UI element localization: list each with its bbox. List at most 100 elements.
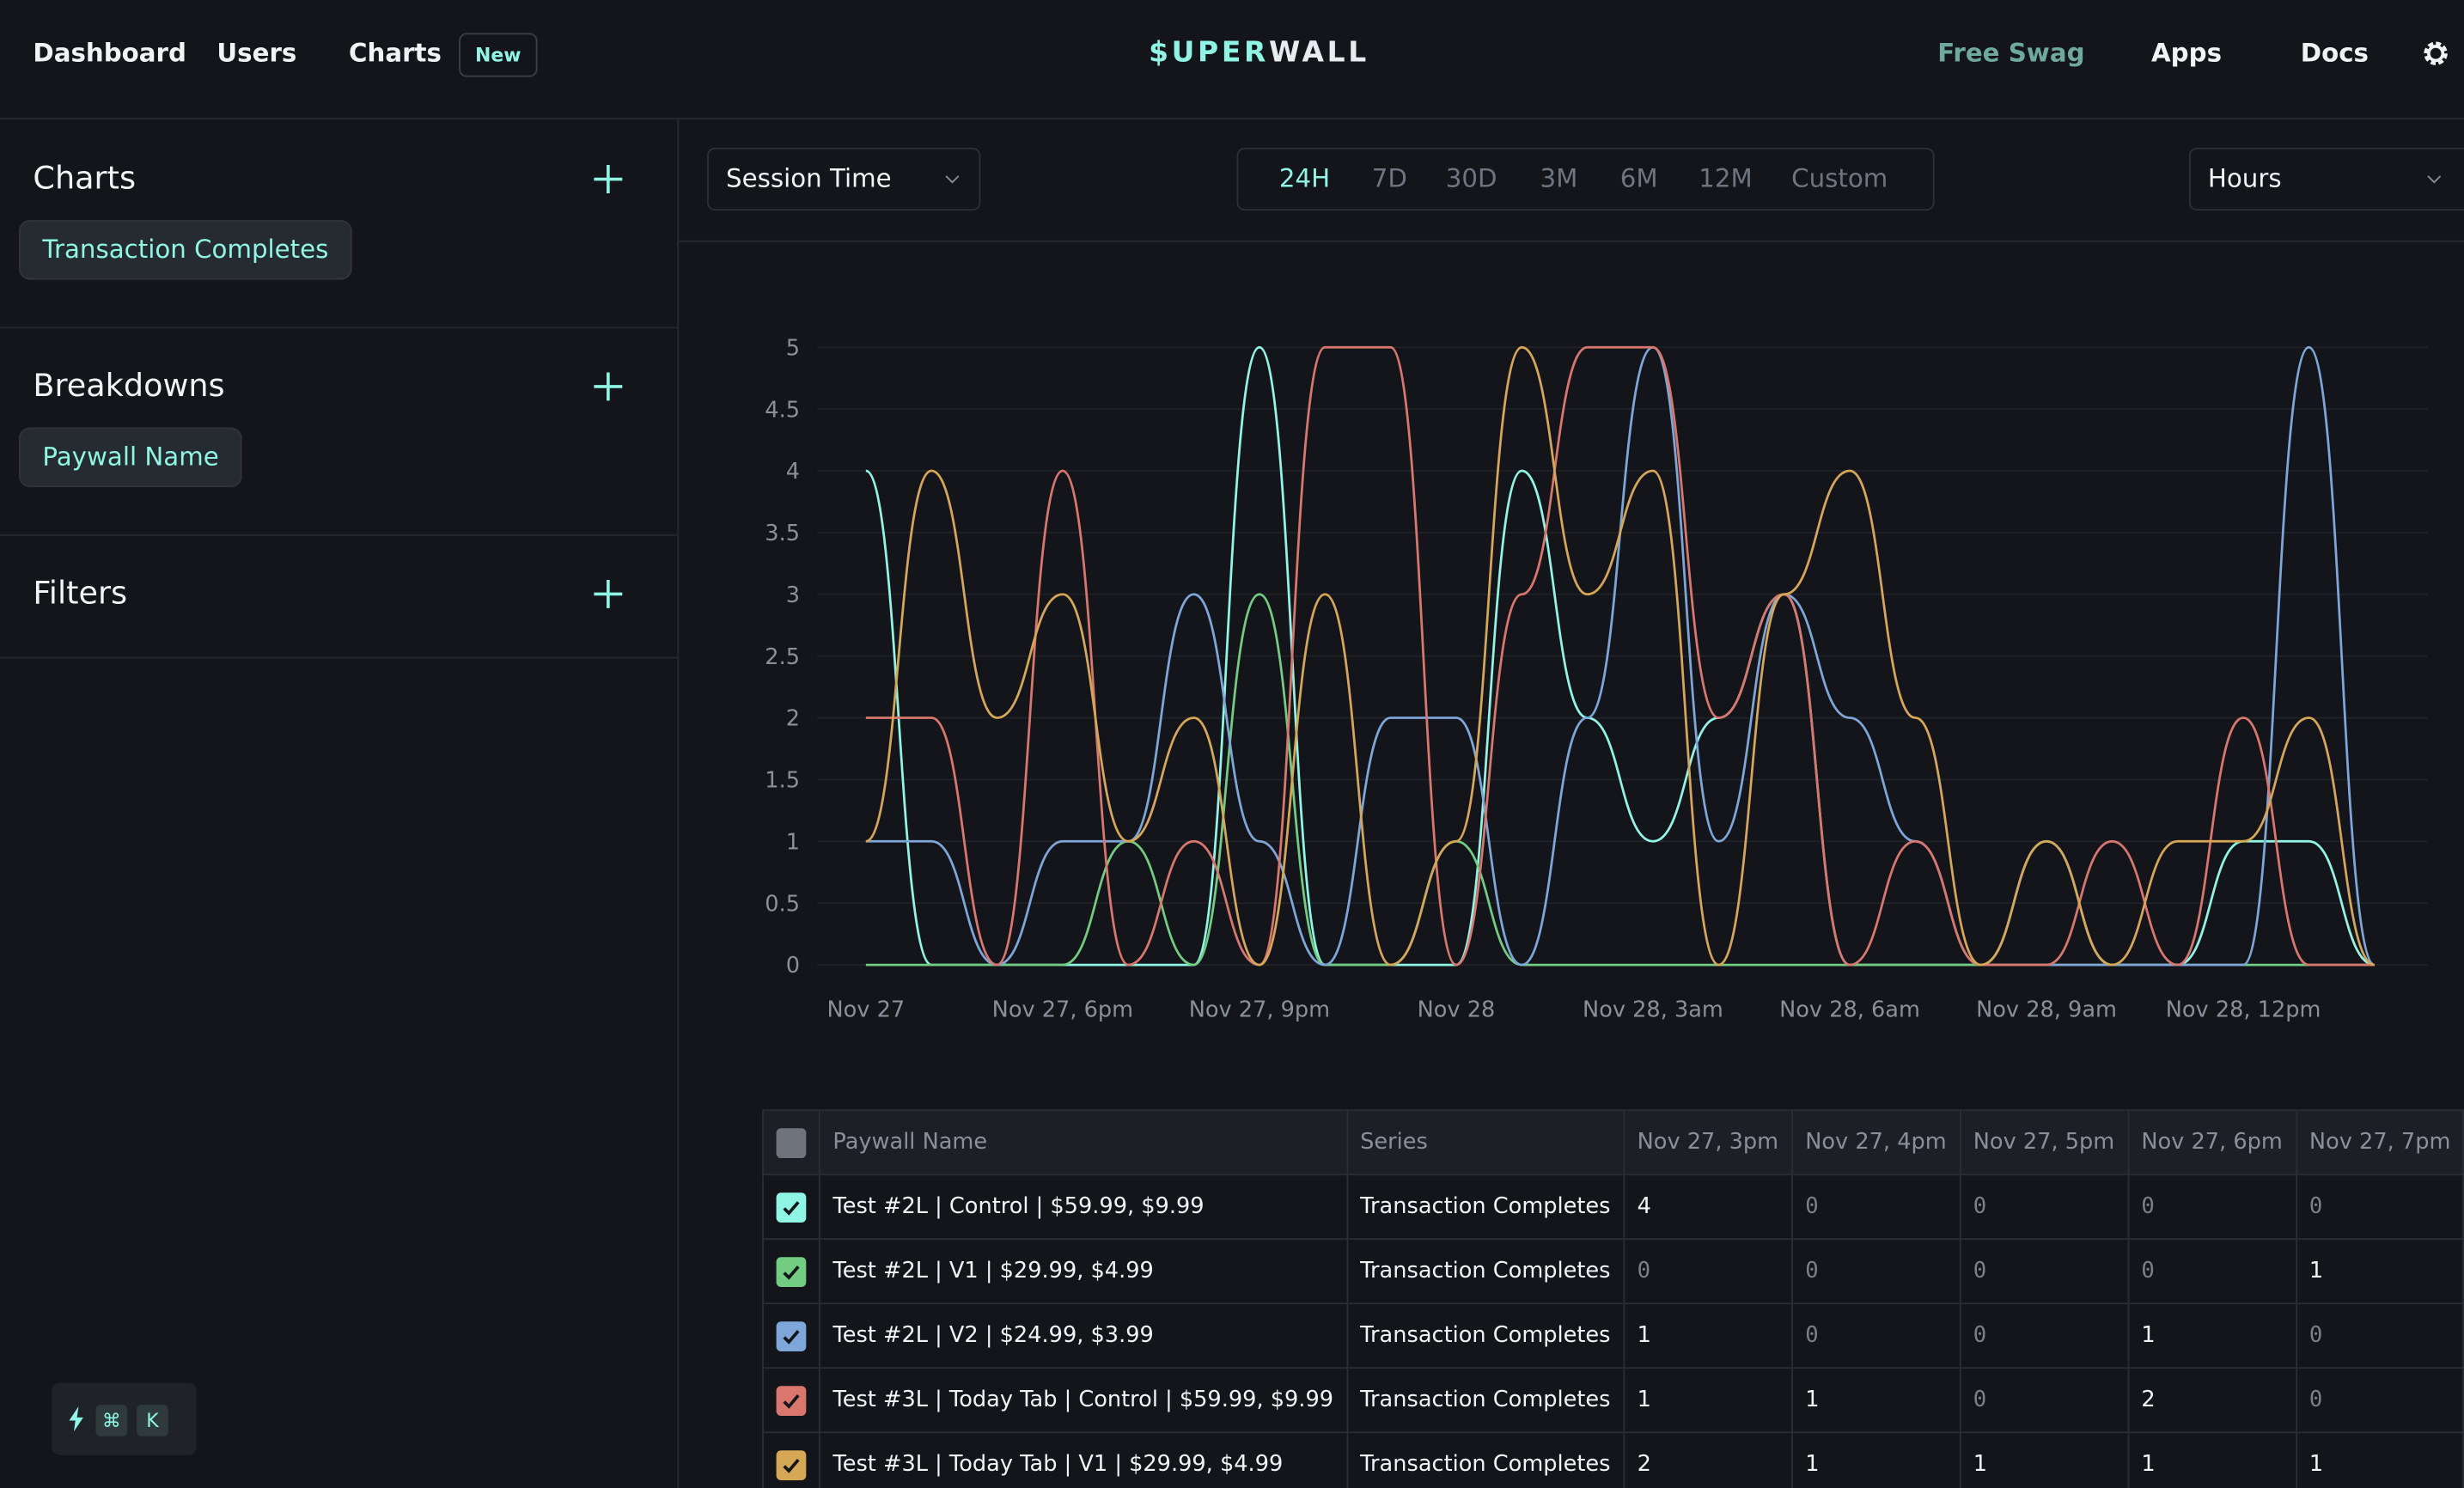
range-option[interactable]: 7D: [1372, 163, 1407, 193]
value-cell: 0: [2128, 1174, 2296, 1239]
text-cell: Test #2L | Control | $59.99, $9.99: [820, 1174, 1347, 1239]
text-cell: Transaction Completes: [1347, 1432, 1624, 1488]
chip[interactable]: Transaction Completes: [19, 220, 352, 280]
nav-link[interactable]: Users: [217, 38, 296, 68]
table-row: Test #2L | V1 | $29.99, $4.99Transaction…: [763, 1239, 2464, 1303]
row-select[interactable]: [763, 1239, 820, 1303]
value-cell: 4: [1624, 1174, 1792, 1239]
column-header: Nov 27, 4pm: [1792, 1110, 1961, 1174]
dropdown-value: Session Time: [726, 163, 892, 193]
value-cell: 1: [1960, 1432, 2128, 1488]
value-cell: 0: [1960, 1303, 2128, 1368]
nav-link[interactable]: Free Swag: [1937, 38, 2084, 68]
row-select[interactable]: [763, 1174, 820, 1239]
range-option[interactable]: 3M: [1540, 163, 1578, 193]
divider: [0, 118, 2464, 119]
shortcut-hint[interactable]: ⌘K: [52, 1383, 196, 1455]
x-tick-label: Nov 28, 9am: [1976, 997, 2117, 1022]
x-tick-label: Nov 27, 6pm: [992, 997, 1133, 1022]
checkbox: [777, 1320, 807, 1351]
value-cell: 0: [2296, 1174, 2464, 1239]
y-tick-label: 0.5: [765, 891, 800, 917]
y-tick-label: 1: [786, 829, 800, 855]
value-cell: 0: [1960, 1174, 2128, 1239]
x-tick-label: Nov 28, 6am: [1779, 997, 1920, 1022]
value-cell: 1: [1792, 1432, 1961, 1488]
key: ⌘: [96, 1405, 128, 1436]
add-icons[interactable]: [593, 163, 625, 635]
value-cell: 0: [1792, 1239, 1961, 1303]
table-row: Test #2L | V2 | $24.99, $3.99Transaction…: [763, 1303, 2464, 1368]
checkbox: [777, 1385, 807, 1415]
table-row: Test #2L | Control | $59.99, $9.99Transa…: [763, 1174, 2464, 1239]
value-cell: 0: [1792, 1174, 1961, 1239]
y-tick-label: 4: [786, 459, 800, 485]
value-cell: 2: [1624, 1432, 1792, 1488]
y-tick-label: 2.5: [765, 644, 800, 670]
chevron: [2426, 174, 2442, 184]
y-tick-label: 0: [786, 953, 800, 979]
y-tick-label: 3.5: [765, 521, 800, 546]
chip[interactable]: Paywall Name: [19, 428, 242, 488]
text-cell: Transaction Completes: [1347, 1174, 1624, 1239]
logo-suffix: WALL: [1269, 36, 1369, 69]
value-cell: 1: [2296, 1432, 2464, 1488]
nav-link[interactable]: Charts: [349, 38, 442, 68]
value-cell: 0: [2128, 1239, 2296, 1303]
x-tick-label: Nov 28, 3am: [1583, 997, 1723, 1022]
nav-link[interactable]: Dashboard: [33, 38, 186, 68]
logo[interactable]: $UPERWALL: [1149, 36, 1369, 69]
nav-link[interactable]: Apps: [2151, 38, 2222, 68]
column-header: Nov 27, 7pm: [2296, 1110, 2464, 1174]
value-cell: 1: [1624, 1368, 1792, 1432]
checkbox: [777, 1127, 807, 1157]
x-tick-label: Nov 28: [1418, 997, 1496, 1022]
column-header: Nov 27, 5pm: [1960, 1110, 2128, 1174]
divider: [0, 534, 677, 536]
value-cell: 0: [2296, 1303, 2464, 1368]
settings-icon[interactable]: [2422, 40, 2450, 68]
chevron: [944, 174, 960, 184]
header-row: Paywall NameSeriesNov 27, 3pmNov 27, 4pm…: [763, 1110, 2464, 1174]
section-title: Charts: [33, 159, 136, 197]
value-cell: 1: [1624, 1303, 1792, 1368]
row-select[interactable]: [763, 1368, 820, 1432]
value-cell: 2: [2128, 1368, 2296, 1432]
checkbox: [777, 1192, 807, 1222]
text-cell: Test #2L | V2 | $24.99, $3.99: [820, 1303, 1347, 1368]
y-tick-label: 3: [786, 582, 800, 608]
value-cell: 1: [2128, 1432, 2296, 1488]
value-cell: 1: [2296, 1239, 2464, 1303]
x-tick-label: Nov 27: [827, 997, 906, 1022]
column-header: Paywall Name: [820, 1110, 1347, 1174]
text-cell: Transaction Completes: [1347, 1239, 1624, 1303]
value-cell: 1: [1792, 1368, 1961, 1432]
value-cell: 0: [2296, 1368, 2464, 1432]
y-tick-label: 2: [786, 706, 800, 732]
range-option[interactable]: 12M: [1699, 163, 1753, 193]
value-cell: 0: [1960, 1239, 2128, 1303]
x-tick-label: Nov 28, 12pm: [2166, 997, 2321, 1022]
select-all[interactable]: [763, 1110, 820, 1174]
table-row: Test #3L | Today Tab | V1 | $29.99, $4.9…: [763, 1432, 2464, 1488]
range-option[interactable]: 6M: [1620, 163, 1658, 193]
column-header: Nov 27, 6pm: [2128, 1110, 2296, 1174]
range-option[interactable]: Custom: [1791, 163, 1888, 193]
text-cell: Test #3L | Today Tab | V1 | $29.99, $4.9…: [820, 1432, 1347, 1488]
column-header: Nov 27, 3pm: [1624, 1110, 1792, 1174]
text-cell: Transaction Completes: [1347, 1303, 1624, 1368]
column-header: Series: [1347, 1110, 1624, 1174]
row-select[interactable]: [763, 1432, 820, 1488]
row-select[interactable]: [763, 1303, 820, 1368]
key: K: [137, 1405, 168, 1436]
nav-link[interactable]: Docs: [2301, 38, 2369, 68]
granularity-dropdown[interactable]: Hours: [2189, 148, 2464, 210]
data-table: Paywall NameSeriesNov 27, 3pmNov 27, 4pm…: [762, 1109, 2464, 1488]
value-cell: 0: [1624, 1239, 1792, 1303]
range-option[interactable]: 24H: [1279, 163, 1330, 193]
metric-dropdown[interactable]: Session Time: [707, 148, 980, 210]
range-option[interactable]: 30D: [1446, 163, 1497, 193]
logo-prefix: $UPER: [1149, 36, 1269, 69]
x-tick-label: Nov 27, 9pm: [1189, 997, 1330, 1022]
